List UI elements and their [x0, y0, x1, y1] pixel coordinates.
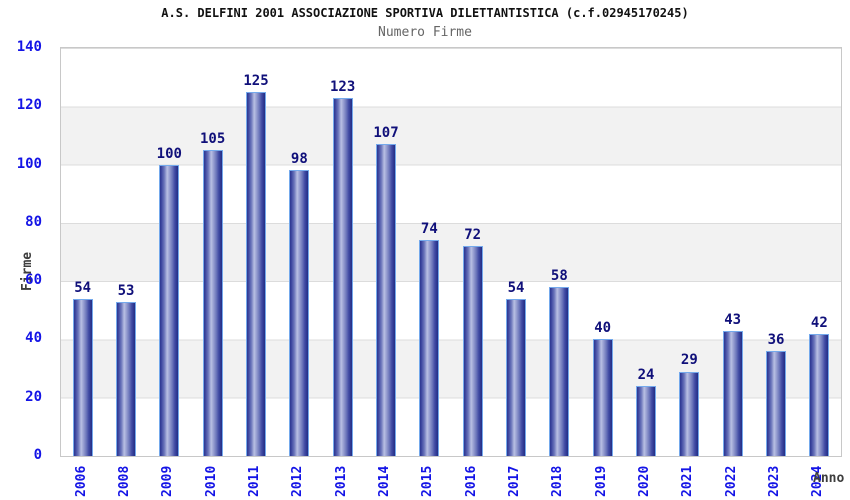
x-tick-label: 2014 [377, 465, 392, 497]
bar-2009 [159, 164, 180, 456]
bar-2023 [766, 351, 786, 456]
bar-value-label: 43 [724, 311, 742, 328]
bar-value-label: 72 [464, 227, 482, 244]
x-tick-label: 2019 [593, 465, 609, 497]
y-tick-label: 80 [25, 213, 42, 230]
y-tick-label: 100 [16, 155, 42, 172]
y-tick-label: 140 [16, 39, 42, 55]
bar-value-label: 54 [507, 279, 525, 296]
y-tick-label: 40 [25, 330, 42, 347]
y-tick-label: 60 [25, 272, 42, 289]
bar-value-label: 53 [117, 282, 135, 299]
bar-2010 [202, 150, 223, 456]
bar-2012 [289, 170, 310, 456]
bar-2014 [376, 144, 396, 456]
bar-value-label: 42 [810, 314, 828, 331]
chart-subtitle: Numero Firme [378, 25, 472, 40]
bar-value-label: 36 [767, 332, 785, 349]
chart-title: A.S. DELFINI 2001 ASSOCIAZIONE SPORTIVA … [161, 6, 689, 20]
x-tick-label: 2015 [420, 465, 436, 497]
bar-2018 [549, 286, 570, 456]
bar-value-label: 40 [594, 320, 612, 337]
bar-value-label: 29 [680, 352, 698, 369]
bar-value-label: 107 [373, 125, 399, 142]
y-tick-label: 0 [33, 447, 42, 463]
bar-2022 [722, 330, 743, 456]
bar-value-label: 98 [290, 151, 308, 168]
x-tick-label: 2011 [247, 465, 262, 497]
plot-area: 54 53 100 105 125 98 123 107 74 72 54 58 40 24 29 43 36 4… [60, 47, 842, 457]
bar-value-label: 74 [420, 221, 438, 238]
x-tick-label: 2012 [290, 465, 306, 497]
bar-2020 [636, 386, 656, 456]
bar-value-label: 125 [243, 72, 269, 89]
x-tick-label: 2017 [507, 465, 522, 497]
bar-2011 [246, 91, 266, 456]
bar-2024 [809, 333, 830, 456]
bar-2019 [592, 339, 613, 456]
bar-2017 [506, 298, 526, 456]
bar-2013 [332, 97, 353, 456]
x-tick-label: 2013 [333, 465, 349, 497]
bar-2006 [72, 298, 93, 456]
bar-value-label: 24 [637, 367, 655, 384]
x-tick-label: 2008 [117, 465, 132, 497]
bar-value-label: 100 [156, 145, 182, 162]
x-tick-label: 2020 [637, 465, 652, 497]
x-tick-label: 2010 [203, 465, 219, 497]
x-tick-label: 2006 [73, 465, 89, 497]
bar-value-label: 54 [74, 279, 92, 296]
bar-value-label: 58 [550, 267, 568, 284]
x-axis-title: Anno [813, 471, 845, 486]
x-tick-label: 2016 [463, 465, 479, 497]
y-tick-label: 20 [25, 388, 42, 405]
x-tick-label: 2009 [160, 465, 176, 497]
y-tick-label: 120 [16, 97, 42, 114]
x-tick-label: 2023 [767, 465, 782, 497]
bar-2008 [116, 301, 136, 456]
x-tick-label: 2018 [550, 465, 566, 497]
x-tick-label: 2021 [680, 465, 696, 497]
bar-value-label: 105 [200, 131, 226, 147]
bar-2021 [679, 371, 700, 456]
bar-2016 [462, 246, 483, 456]
bar-2015 [419, 240, 440, 456]
bar-value-label: 123 [330, 78, 356, 95]
x-tick-label: 2022 [723, 465, 739, 497]
